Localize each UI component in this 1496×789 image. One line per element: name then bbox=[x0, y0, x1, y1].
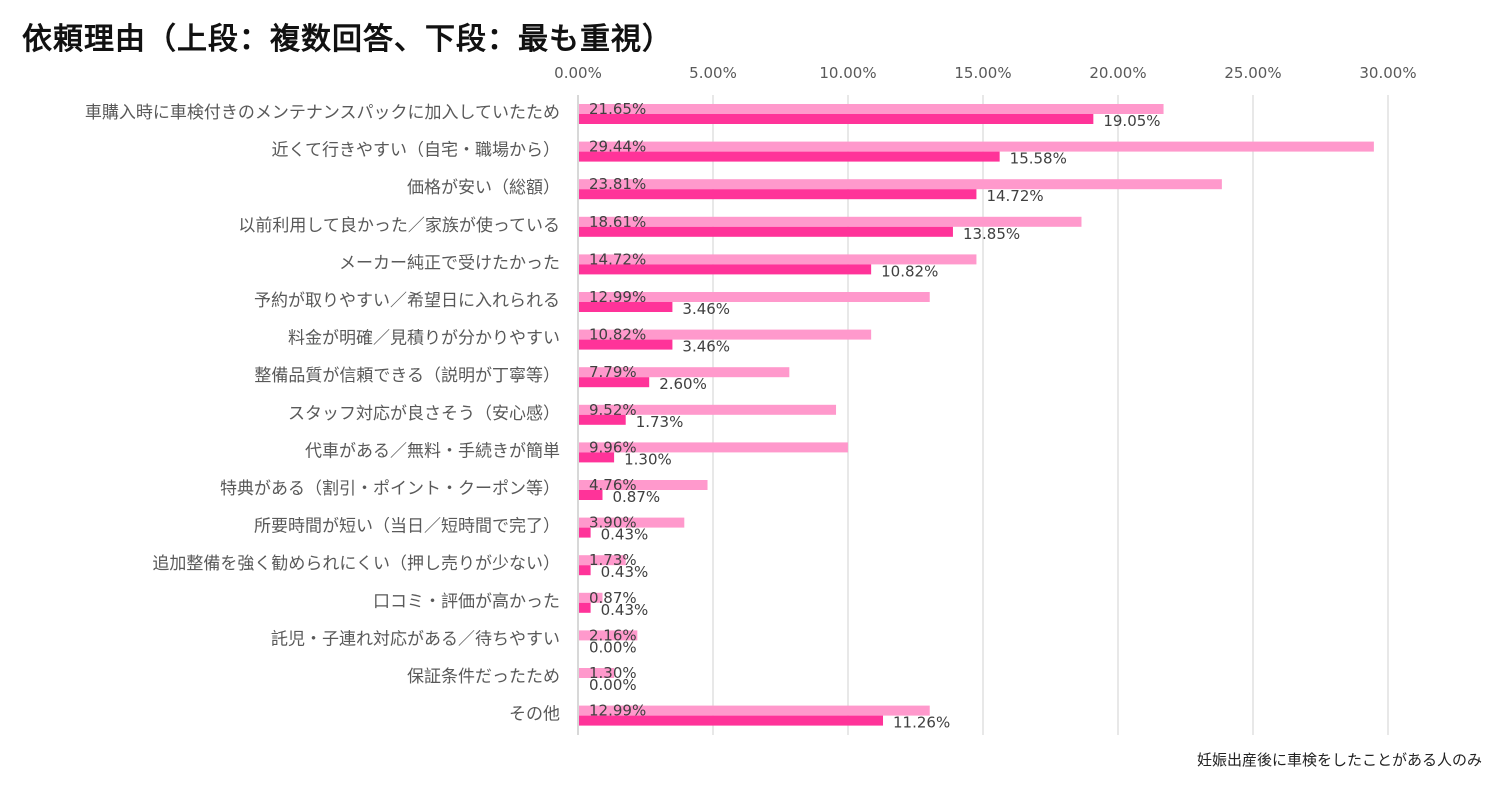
bar-multiple-answer bbox=[579, 404, 837, 415]
data-label-multiple-answer: 9.96% bbox=[589, 438, 637, 456]
category-label: 予約が取りやすい／希望日に入れられる bbox=[254, 291, 560, 311]
category-label: 保証条件だったため bbox=[407, 667, 560, 687]
category-label: 整備品質が信頼できる（説明が丁寧等） bbox=[254, 366, 560, 386]
bar-multiple-answer bbox=[579, 705, 930, 716]
bar-multiple-answer bbox=[579, 292, 930, 302]
bar-multiple-answer bbox=[579, 442, 848, 453]
bar-multiple-answer bbox=[579, 630, 638, 641]
data-label-multiple-answer: 4.76% bbox=[589, 476, 637, 494]
bar-most-important bbox=[579, 602, 591, 613]
data-label-multiple-answer: 7.79% bbox=[589, 363, 637, 381]
category-label: 代車がある／無料・手続きが簡単 bbox=[305, 441, 560, 461]
category-label: 追加整備を強く勧められにくい（押し売りが少ない） bbox=[152, 554, 560, 574]
bar-most-important bbox=[579, 490, 603, 500]
data-label-multiple-answer: 0.87% bbox=[589, 589, 637, 607]
bar-multiple-answer bbox=[579, 480, 708, 490]
category-label: 料金が明確／見積りが分かりやすい bbox=[288, 329, 560, 349]
data-label-multiple-answer: 14.72% bbox=[589, 250, 646, 268]
data-label-multiple-answer: 21.65% bbox=[589, 100, 646, 118]
x-tick-label: 10.00% bbox=[819, 64, 876, 82]
bar-multiple-answer bbox=[579, 367, 790, 378]
bar-most-important bbox=[579, 226, 953, 237]
data-label-most-important: 1.73% bbox=[636, 413, 684, 431]
category-label: メーカー純正で受けたかった bbox=[339, 253, 560, 273]
data-label-multiple-answer: 29.44% bbox=[589, 138, 646, 156]
data-label-multiple-answer: 1.30% bbox=[589, 664, 637, 682]
bar-most-important bbox=[579, 565, 591, 576]
data-label-multiple-answer: 12.99% bbox=[589, 288, 646, 306]
data-label-most-important: 10.82% bbox=[881, 262, 938, 280]
data-label-most-important: 3.46% bbox=[682, 338, 730, 356]
data-label-most-important: 0.00% bbox=[589, 676, 637, 694]
bar-multiple-answer bbox=[579, 329, 872, 340]
bar-multiple-answer bbox=[579, 141, 1374, 152]
data-label-most-important: 2.60% bbox=[659, 375, 707, 393]
category-label: 口コミ・評価が高かった bbox=[373, 592, 560, 612]
bar-most-important bbox=[579, 339, 673, 350]
bar-most-important bbox=[579, 151, 1000, 162]
category-label: 託児・子連れ対応がある／待ちやすい bbox=[271, 629, 560, 649]
data-label-multiple-answer: 10.82% bbox=[589, 326, 646, 344]
category-label: 車購入時に車検付きのメンテナンスパックに加入していたため bbox=[85, 103, 560, 123]
bar-multiple-answer bbox=[579, 592, 603, 603]
data-label-most-important: 11.26% bbox=[893, 714, 950, 732]
data-label-multiple-answer: 18.61% bbox=[589, 213, 646, 231]
category-label: 以前利用して良かった／家族が使っている bbox=[238, 215, 560, 236]
bar-most-important bbox=[579, 302, 673, 312]
data-label-multiple-answer: 23.81% bbox=[589, 175, 646, 193]
category-label: 価格が安い（総額） bbox=[407, 178, 560, 198]
data-label-most-important: 0.43% bbox=[601, 563, 649, 581]
data-label-most-important: 0.43% bbox=[601, 526, 649, 544]
bar-multiple-answer bbox=[579, 254, 977, 265]
x-tick-label: 20.00% bbox=[1089, 64, 1146, 82]
x-tick-label: 30.00% bbox=[1359, 64, 1416, 82]
bar-most-important bbox=[579, 452, 615, 463]
data-label-multiple-answer: 9.52% bbox=[589, 401, 637, 419]
data-label-most-important: 3.46% bbox=[682, 300, 730, 318]
bar-multiple-answer bbox=[579, 104, 1164, 114]
bar-multiple-answer bbox=[579, 555, 626, 566]
data-label-most-important: 0.43% bbox=[601, 601, 649, 619]
x-tick-label: 0.00% bbox=[554, 64, 602, 82]
bar-most-important bbox=[579, 377, 650, 388]
data-label-most-important: 0.00% bbox=[589, 638, 637, 656]
bar-multiple-answer bbox=[579, 517, 685, 528]
data-label-multiple-answer: 2.16% bbox=[589, 626, 637, 644]
bar-most-important bbox=[579, 264, 872, 275]
category-label: 特典がある（割引・ポイント・クーポン等） bbox=[220, 479, 560, 499]
category-label: 近くて行きやすい（自宅・職場から） bbox=[272, 141, 561, 161]
bar-multiple-answer bbox=[579, 216, 1082, 227]
data-label-most-important: 13.85% bbox=[963, 225, 1020, 243]
chart-note: 妊娠出産後に車検をしたことがある人のみ bbox=[1196, 751, 1482, 769]
data-label-most-important: 14.72% bbox=[986, 187, 1043, 205]
bar-multiple-answer bbox=[579, 668, 615, 678]
data-label-multiple-answer: 3.90% bbox=[589, 514, 637, 532]
bar-most-important bbox=[579, 414, 626, 425]
bar-most-important bbox=[579, 715, 884, 726]
x-tick-label: 25.00% bbox=[1224, 64, 1281, 82]
category-label: 所要時間が短い（当日／短時間で完了） bbox=[254, 517, 560, 537]
bar-multiple-answer bbox=[579, 179, 1222, 190]
data-label-multiple-answer: 1.73% bbox=[589, 551, 637, 569]
category-label: スタッフ対応が良さそう（安心感） bbox=[288, 404, 560, 424]
data-label-multiple-answer: 12.99% bbox=[589, 702, 646, 720]
x-tick-label: 5.00% bbox=[689, 64, 737, 82]
chart-title: 依頼理由（上段：複数回答、下段：最も重視） bbox=[22, 22, 673, 57]
category-label: その他 bbox=[509, 705, 560, 725]
bar-most-important bbox=[579, 114, 1094, 124]
data-label-most-important: 1.30% bbox=[624, 450, 672, 468]
x-tick-label: 15.00% bbox=[954, 64, 1011, 82]
bar-most-important bbox=[579, 189, 977, 200]
data-label-most-important: 19.05% bbox=[1103, 112, 1160, 130]
bar-most-important bbox=[579, 527, 591, 538]
data-label-most-important: 15.58% bbox=[1010, 150, 1067, 168]
data-label-most-important: 0.87% bbox=[612, 488, 660, 506]
